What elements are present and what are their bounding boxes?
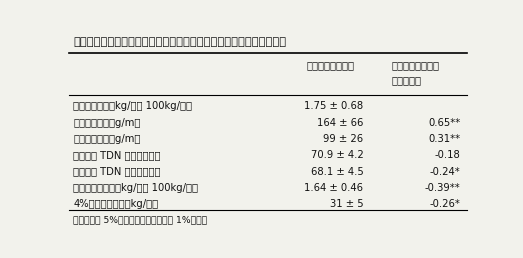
Text: 併給飼料摂取量（kg/体重 100kg/日）: 併給飼料摂取量（kg/体重 100kg/日） bbox=[73, 183, 199, 193]
Text: 単相関係数: 単相関係数 bbox=[392, 76, 422, 86]
Text: 164 ± 66: 164 ± 66 bbox=[317, 118, 363, 128]
Text: 1.64 ± 0.46: 1.64 ± 0.46 bbox=[304, 183, 363, 193]
Text: 99 ± 26: 99 ± 26 bbox=[323, 134, 363, 144]
Text: 夜間草地 TDN 含有率（％）: 夜間草地 TDN 含有率（％） bbox=[73, 167, 161, 177]
Text: -0.18: -0.18 bbox=[435, 150, 461, 160]
Text: 70.9 ± 4.2: 70.9 ± 4.2 bbox=[311, 150, 363, 160]
Text: 31 ± 5: 31 ± 5 bbox=[329, 199, 363, 209]
Text: ＊：危険率 5%で有意　＊＊：危険率 1%で有意: ＊：危険率 5%で有意 ＊＊：危険率 1%で有意 bbox=[73, 216, 208, 225]
Text: -0.26*: -0.26* bbox=[430, 199, 461, 209]
Text: 放牧草採食量（kg/体重 100kg/日）: 放牧草採食量（kg/体重 100kg/日） bbox=[73, 101, 192, 111]
Text: 昼間草地草量（g/m）: 昼間草地草量（g/m） bbox=[73, 118, 141, 128]
Text: 1.75 ± 0.68: 1.75 ± 0.68 bbox=[304, 101, 363, 111]
Text: 表１．　放牧草採食量およびその解析に用いた要因と関連する数値．: 表１． 放牧草採食量およびその解析に用いた要因と関連する数値． bbox=[73, 37, 287, 47]
Text: 0.31**: 0.31** bbox=[428, 134, 461, 144]
Text: -0.39**: -0.39** bbox=[425, 183, 461, 193]
Text: 昼間草地 TDN 含有率（％）: 昼間草地 TDN 含有率（％） bbox=[73, 150, 161, 160]
Text: 夜間草地草量（g/m）: 夜間草地草量（g/m） bbox=[73, 134, 141, 144]
Text: 4%脂肪補正乳量（kg/日）: 4%脂肪補正乳量（kg/日） bbox=[73, 199, 158, 209]
Text: -0.24*: -0.24* bbox=[430, 167, 461, 177]
Text: 平均値と標準偏差: 平均値と標準偏差 bbox=[306, 60, 355, 70]
Text: 0.65**: 0.65** bbox=[428, 118, 461, 128]
Text: 放牧草採食量との: 放牧草採食量との bbox=[392, 60, 440, 70]
Text: 68.1 ± 4.5: 68.1 ± 4.5 bbox=[311, 167, 363, 177]
